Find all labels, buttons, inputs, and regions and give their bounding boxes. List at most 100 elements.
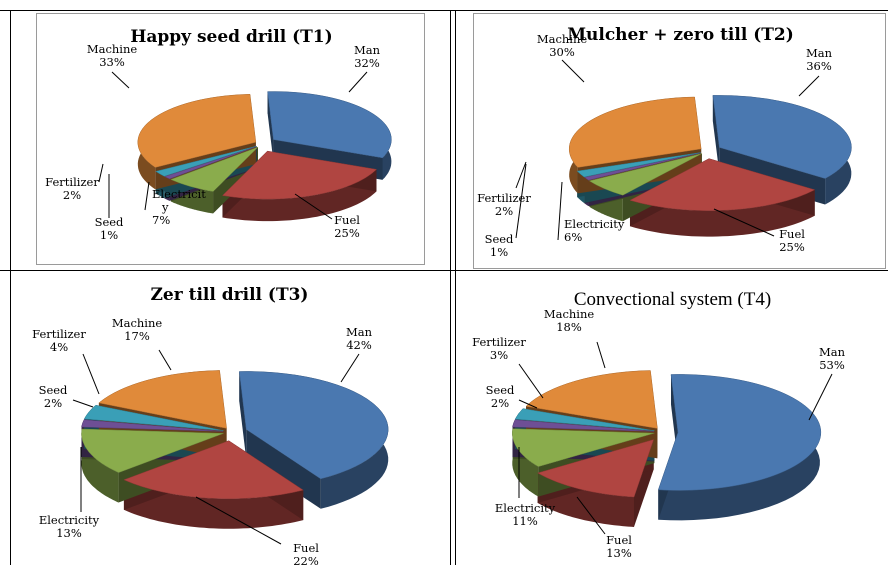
leader-line-electricity (557, 181, 563, 241)
slice-value-seed: 1% (100, 228, 118, 242)
pie-slice-wall-man (712, 95, 720, 174)
slice-value-machine: 33% (99, 55, 125, 69)
pie-slice-side-fuel (222, 169, 377, 222)
slice-value-electricity: 11% (512, 514, 538, 528)
slice-value-man: 42% (346, 338, 372, 352)
pie-top-layer (568, 95, 852, 211)
chart-title: Happy seed drill (T1) (130, 27, 332, 47)
pie-slice-seed (164, 146, 257, 180)
pie-slice-electricity (512, 428, 655, 467)
slice-value-fertilizer: 3% (490, 348, 508, 362)
leader-line-man (808, 373, 833, 421)
pie-slice-man (712, 95, 852, 179)
pie-chart-t2: Mulcher + zero till (T2) Man 36% Fuel 25% Ele… (477, 25, 852, 259)
chart-panel-t3: Zer till drill (T3) Man 42% Fuel 22% Electric… (11, 272, 448, 565)
leader-line-man (340, 353, 360, 383)
slice-value-seed: 1% (490, 245, 508, 259)
slice-value-fertilizer: 2% (63, 188, 81, 202)
slice-value-fuel: 25% (334, 226, 360, 240)
pie-chart-t4: Convectional system (T4) Man 53% Fuel 13% Ele… (472, 289, 845, 560)
leader-line-fuel (195, 496, 282, 545)
slice-label-man: Man 32% (354, 43, 381, 70)
slice-label-machine: Machine 18% (544, 307, 595, 334)
slice-value-fuel: 25% (779, 240, 805, 254)
slice-label-fertilizer: Fertilizer 3% (472, 335, 526, 362)
leader-line-fertilizer (98, 163, 104, 183)
pie-slice-electricity (170, 146, 259, 192)
pie-slice-fertilizer (514, 408, 655, 431)
slice-value-man: 36% (806, 59, 832, 73)
slice-label-man: Man 53% (819, 345, 846, 372)
leader-line-fuel (294, 193, 333, 220)
slice-value-man: 32% (354, 56, 380, 70)
pie-top-layer (512, 370, 822, 498)
slice-value-machine: 30% (549, 45, 575, 59)
chart-title: Mulcher + zero till (T2) (567, 25, 794, 45)
pie-slice-fuel (537, 439, 655, 498)
pie-slice-wall-man (246, 429, 321, 509)
pie-slice-wall-man (239, 371, 247, 460)
leader-line-man (798, 75, 820, 97)
pie-slice-electricity (588, 153, 702, 196)
pie-slice-fuel (221, 150, 378, 200)
chart-panel-t2: Mulcher + zero till (T2) Man 36% Fuel 25% Ele… (473, 13, 886, 269)
slice-label-electricity: Electricity 11% (495, 501, 556, 528)
leader-line-machine (111, 71, 130, 89)
pie-slice-machine (137, 94, 257, 168)
pie-top-layer (137, 91, 392, 200)
pie-chart-t1: Happy seed drill (T1) Man 32% Fuel 25% Electr… (45, 27, 392, 242)
leader-line-seed (518, 399, 538, 409)
leader-line-machine (596, 341, 606, 369)
leader-line-fuel (713, 208, 775, 237)
slice-label-fertilizer: Fertilizer 2% (477, 191, 531, 218)
slice-label-fertilizer: Fertilizer 4% (32, 327, 86, 354)
pie-slice-machine (98, 370, 227, 429)
leader-line-seed (72, 399, 94, 408)
slice-value-seed: 2% (491, 396, 509, 410)
pie-labels: Man 36% Fuel 25% Electricity 6% Seed 1% Fertiliz… (477, 32, 832, 259)
slice-label-seed: Seed 1% (95, 215, 124, 242)
pie-slice-fertilizer (83, 404, 224, 431)
pie-slice-fuel (629, 158, 816, 211)
slice-label-machine: Machine 33% (87, 42, 138, 69)
pie-slice-electricity (81, 428, 224, 473)
pie-labels: Man 32% Fuel 25% Electricit y 7% Seed 1% Fertiliz… (45, 42, 380, 242)
slice-label-fuel: Fuel 25% (334, 213, 360, 240)
slice-label-machine: Machine 30% (537, 32, 588, 59)
chart-title: Convectional system (T4) (574, 289, 771, 310)
slice-value-electricity: 6% (564, 230, 582, 244)
slice-label-seed: Seed 2% (486, 383, 515, 410)
slice-value-machine: 18% (556, 320, 582, 334)
slice-label-electricity: Electricit y 7% (152, 187, 206, 227)
leader-line-seed (515, 163, 527, 239)
pie-slice-man (267, 91, 392, 159)
pie-slice-machine (525, 370, 658, 429)
pie-labels: Man 42% Fuel 22% Electricity 13% Seed 2% Fertili… (32, 316, 372, 565)
slice-value-electricity: 13% (56, 526, 82, 540)
slice-label-fuel: Fuel 13% (606, 533, 632, 560)
slice-label-man: Man 36% (806, 46, 833, 73)
slice-value-seed: 2% (44, 396, 62, 410)
slice-label-fertilizer: Fertilizer 2% (45, 175, 99, 202)
slice-value-fertilizer: 4% (50, 340, 68, 354)
slice-value-electricity: 7% (152, 213, 170, 227)
pie-slice-side-fuel (123, 479, 304, 529)
leader-line-fertilizer (82, 353, 100, 395)
slice-label-machine: Machine 17% (112, 316, 163, 343)
pie-slice-fertilizer (576, 152, 701, 178)
pie-slice-seed (583, 152, 701, 181)
chart-panel-t1: Happy seed drill (T1) Man 32% Fuel 25% Electr… (36, 13, 425, 265)
pie-slice-side-electricity (81, 429, 119, 503)
pie-slice-man (239, 371, 389, 480)
chart-panel-t4: Convectional system (T4) Man 53% Fuel 13% Ele… (457, 272, 888, 565)
leader-line-fertilizer (515, 161, 527, 189)
pie-labels: Man 53% Fuel 13% Electricity 11% Seed 2% Fertili… (472, 307, 845, 560)
slice-label-electricity: Electricity 6% (564, 217, 625, 244)
leader-line-electricity (144, 181, 150, 211)
slice-label-fuel: Fuel 22% (293, 541, 319, 565)
pie-chart-t3: Zer till drill (T3) Man 42% Fuel 22% Electric… (32, 285, 389, 565)
slice-value-fuel: 13% (606, 546, 632, 560)
leader-line-machine (158, 349, 172, 371)
